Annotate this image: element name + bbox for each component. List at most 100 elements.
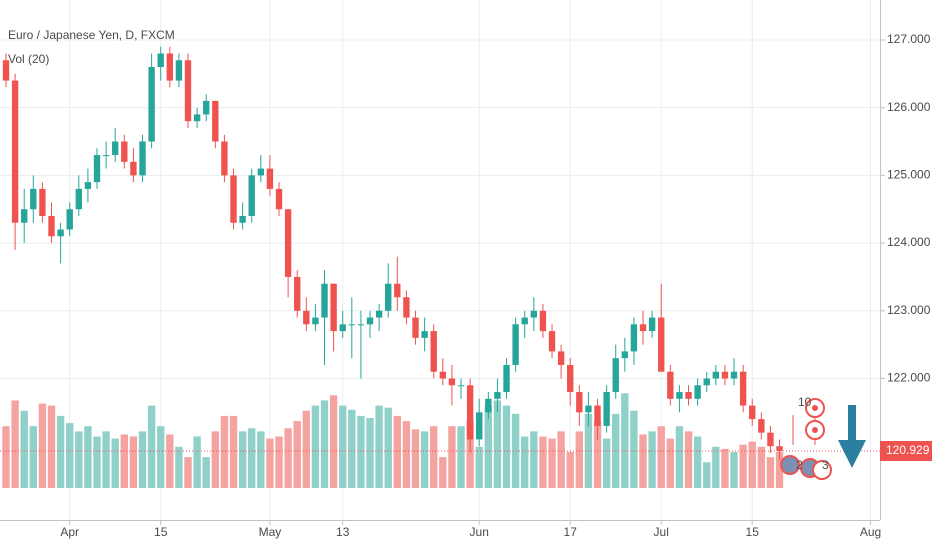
volume-bar [557, 431, 565, 488]
candle-body [102, 155, 110, 157]
event-count: 10 [798, 395, 812, 409]
volume-bar [602, 438, 611, 488]
y-tick-label: 127.000 [887, 32, 931, 46]
candle-body [339, 324, 346, 332]
candle-body [512, 324, 519, 365]
volume-bar [393, 415, 402, 488]
volume-bar [357, 415, 365, 488]
volume-bar [348, 409, 356, 488]
volume-bar [147, 405, 156, 488]
chart-title: Euro / Japanese Yen, D, FXCM [8, 28, 175, 42]
volume-bar [302, 410, 311, 488]
volume-bar [466, 421, 474, 488]
candle-body [403, 297, 410, 318]
x-tick-label: 15 [154, 525, 168, 539]
volume-bar [575, 431, 584, 488]
volume-bar [666, 438, 675, 488]
volume-bar [375, 405, 383, 488]
candle-body [275, 188, 283, 210]
candle-body [412, 317, 419, 338]
last-price-label: 120.929 [886, 443, 930, 457]
candle-body [676, 392, 683, 399]
volume-bar [721, 448, 729, 488]
candle-body [758, 419, 765, 433]
candle-body [394, 283, 401, 298]
candle-body [630, 324, 638, 352]
volume-bar [339, 405, 347, 488]
candle-body [548, 331, 556, 352]
candle-body [121, 141, 128, 162]
y-tick-label: 122.000 [887, 371, 931, 385]
price-pane [0, 46, 880, 460]
event-icon[interactable] [812, 460, 832, 480]
candle-body [348, 324, 356, 326]
candle-body [603, 392, 610, 426]
volume-bar [320, 400, 329, 488]
candle-body [448, 378, 456, 386]
candle-body [184, 60, 192, 122]
volume-bar [539, 436, 547, 488]
x-tick-label: Apr [60, 525, 79, 539]
candle-body [667, 371, 674, 399]
candle-body [485, 398, 492, 413]
volume-bar [384, 407, 392, 488]
candle-body [612, 358, 619, 393]
candle-body [476, 412, 483, 440]
candle-body [294, 276, 301, 311]
volume-bar [775, 451, 784, 488]
volume-bar [120, 434, 128, 488]
candle-body [694, 385, 701, 399]
event-icon-dot [812, 405, 818, 411]
volume-bar [448, 426, 456, 488]
volume-bar [56, 415, 65, 488]
candle-body [621, 351, 629, 359]
volume-bar [238, 431, 247, 488]
candle-body [539, 310, 547, 332]
candle-body [585, 405, 592, 413]
volume-bar [175, 446, 183, 488]
x-tick-label: 15 [746, 525, 760, 539]
volume-bar [366, 417, 374, 488]
event-icon[interactable] [780, 455, 800, 475]
volume-bar [193, 436, 201, 488]
candle-body [57, 229, 64, 237]
axes: 122.000 123.000 124.000 125.000 126.000 127.0… [60, 32, 932, 539]
indicator-label: Vol (20) [8, 52, 49, 66]
candle-body [721, 371, 729, 379]
candle-body [48, 215, 55, 237]
candle-body [366, 317, 374, 325]
volume-bar [184, 457, 192, 488]
volume-bar [129, 436, 138, 488]
volume-bar [530, 431, 538, 488]
candle-body [84, 182, 92, 189]
y-tick-label: 126.000 [887, 100, 931, 114]
candle-body [2, 60, 10, 81]
volume-pane [2, 393, 784, 488]
volume-bar [511, 413, 520, 488]
volume-bar [102, 431, 110, 488]
x-tick-label: Jul [654, 525, 669, 539]
volume-bar [502, 405, 511, 488]
candle-body [303, 310, 310, 325]
candle-body [430, 331, 437, 372]
volume-bar [430, 426, 438, 488]
volume-bar [111, 438, 119, 488]
volume-bar [648, 431, 656, 488]
candle-body [730, 371, 738, 379]
candle-body [357, 324, 365, 326]
candle-body [130, 161, 137, 176]
candle-body [712, 371, 720, 379]
candle-body [639, 324, 647, 332]
candle-body [112, 141, 119, 156]
volume-bar [211, 431, 219, 488]
candle-body [248, 175, 255, 216]
volume-bar [166, 434, 174, 488]
y-tick-label: 124.000 [887, 235, 931, 249]
candle-body [157, 53, 164, 68]
candle-body [11, 80, 19, 223]
candle-body [439, 371, 447, 379]
candle-body [466, 385, 474, 440]
volume-bar [202, 457, 210, 488]
x-tick-label: 17 [564, 525, 578, 539]
